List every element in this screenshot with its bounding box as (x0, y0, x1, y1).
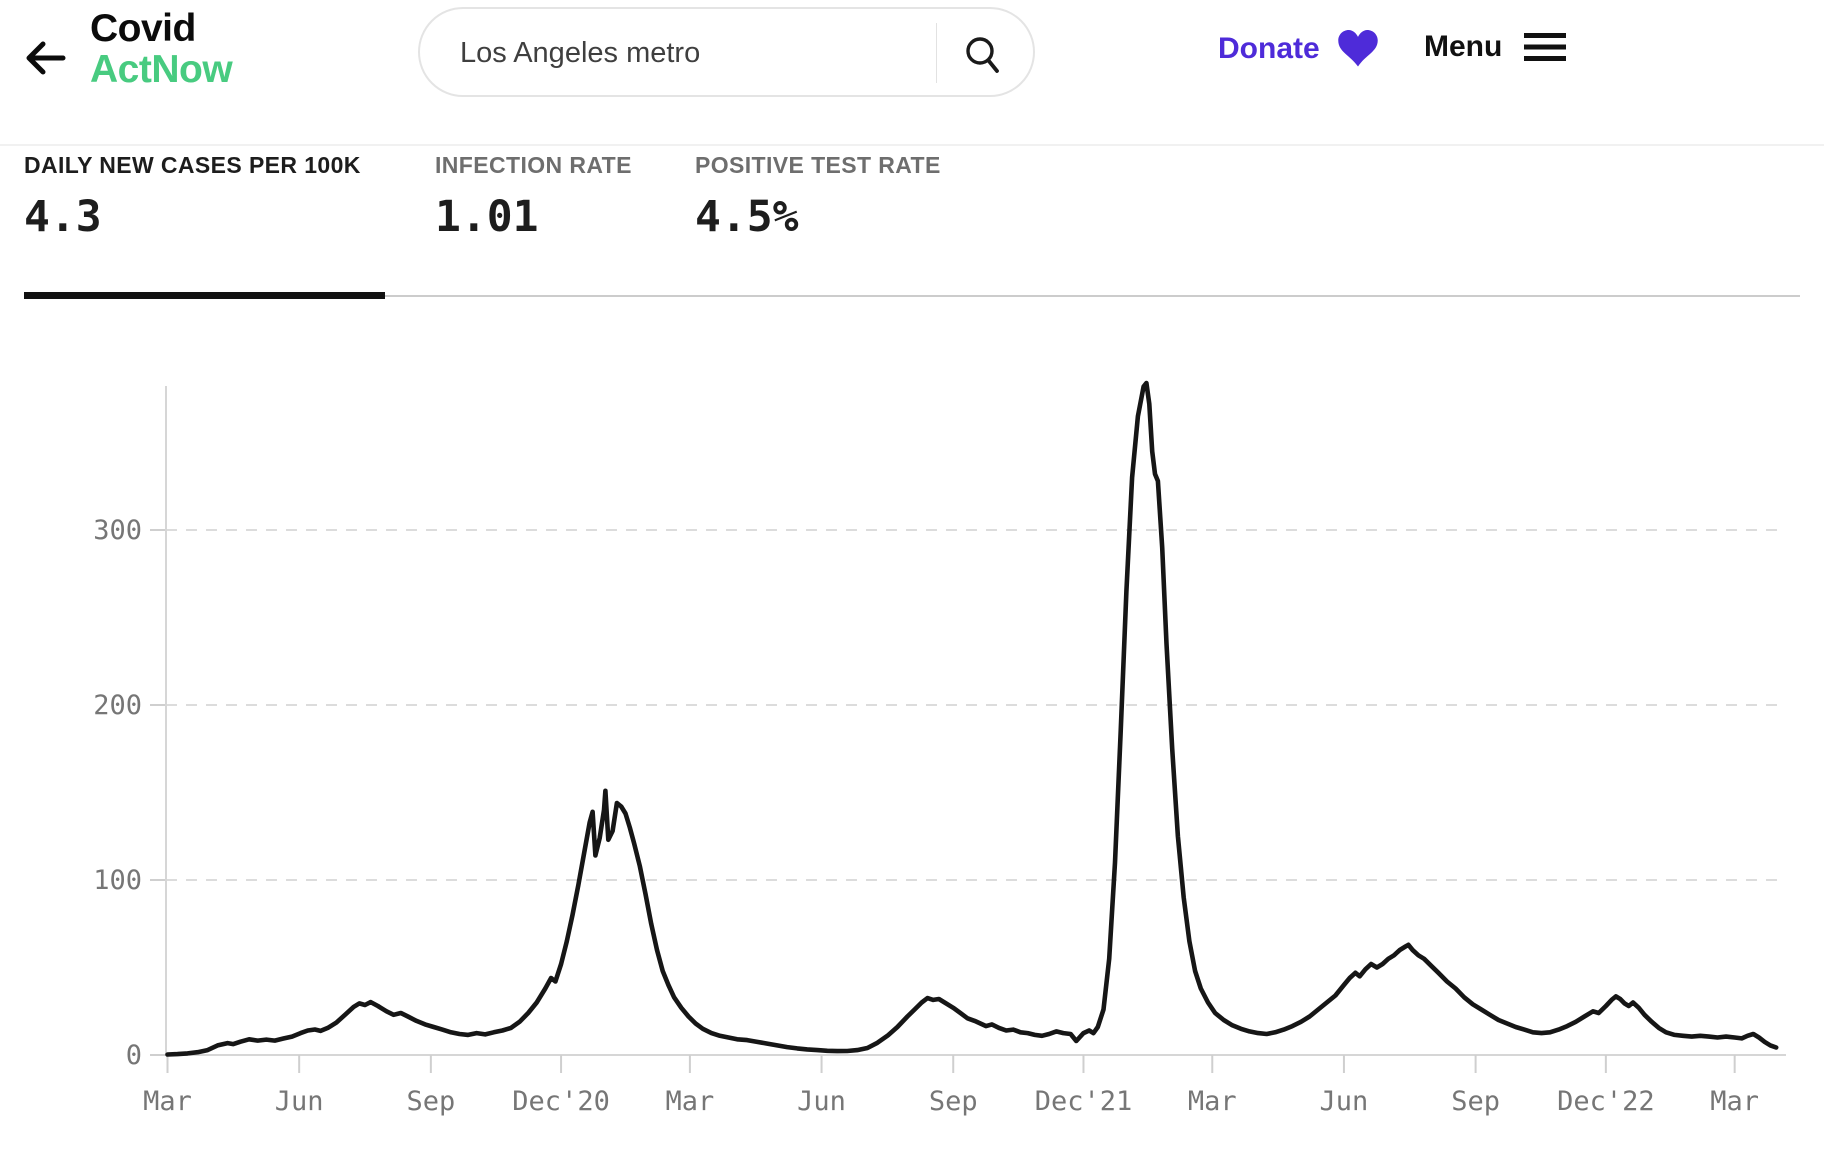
tab-daily-new-cases[interactable]: DAILY NEW CASES PER 100K 4.3 (24, 152, 361, 242)
svg-text:Mar: Mar (143, 1086, 192, 1117)
svg-text:Sep: Sep (1451, 1086, 1500, 1117)
tab-value: 1.01 (435, 192, 539, 242)
donate-label: Donate (1218, 31, 1320, 65)
tab-infection-rate[interactable]: INFECTION RATE 1.01 (435, 152, 632, 242)
svg-text:300: 300 (93, 515, 142, 546)
menu-label: Menu (1424, 30, 1503, 63)
svg-text:Dec'21: Dec'21 (1035, 1086, 1133, 1117)
heart-icon (1337, 30, 1378, 67)
tab-label: DAILY NEW CASES PER 100K (24, 152, 361, 178)
location-search[interactable] (418, 7, 1035, 97)
svg-text:Mar: Mar (1188, 1086, 1237, 1117)
svg-text:Mar: Mar (1710, 1086, 1759, 1117)
search-button[interactable] (961, 33, 1005, 77)
svg-text:Sep: Sep (406, 1086, 455, 1117)
svg-text:200: 200 (93, 690, 142, 721)
svg-text:100: 100 (93, 865, 142, 896)
back-arrow-icon (26, 41, 66, 75)
cases-chart[interactable]: 0 100 200 300 Mar Jun Sep Dec'20 Mar Jun Sep Dec'21… (0, 320, 1824, 1156)
active-tab-indicator (24, 292, 385, 299)
svg-text:Mar: Mar (665, 1086, 714, 1117)
header: Covid ActNow Donate Menu (0, 0, 1824, 145)
hamburger-icon (1524, 33, 1567, 61)
svg-text:Jun: Jun (1320, 1086, 1369, 1117)
search-icon (966, 37, 999, 73)
svg-text:Jun: Jun (275, 1086, 324, 1117)
donate-link[interactable]: Donate (1218, 30, 1378, 67)
tab-label: POSITIVE TEST RATE (695, 152, 941, 178)
svg-text:0: 0 (126, 1040, 142, 1071)
svg-text:Dec'22: Dec'22 (1557, 1086, 1655, 1117)
chart-area: 0 100 200 300 Mar Jun Sep Dec'20 Mar Jun Sep Dec'21… (0, 320, 1824, 1156)
tab-label: INFECTION RATE (435, 152, 632, 178)
tab-value: 4.5% (695, 192, 799, 242)
search-input[interactable] (458, 13, 902, 93)
logo[interactable]: Covid ActNow (90, 7, 233, 91)
tab-positive-test-rate[interactable]: POSITIVE TEST RATE 4.5% (695, 152, 941, 242)
svg-text:Dec'20: Dec'20 (512, 1086, 610, 1117)
svg-text:Jun: Jun (797, 1086, 846, 1117)
back-button[interactable] (18, 32, 70, 84)
logo-line1: Covid (90, 7, 196, 50)
svg-text:Sep: Sep (929, 1086, 978, 1117)
tab-value: 4.3 (24, 192, 102, 242)
logo-line2: ActNow (90, 48, 233, 91)
menu-button[interactable]: Menu (1424, 30, 1567, 64)
search-divider (936, 23, 937, 83)
header-divider (0, 144, 1824, 146)
tabs-baseline (24, 295, 1800, 297)
